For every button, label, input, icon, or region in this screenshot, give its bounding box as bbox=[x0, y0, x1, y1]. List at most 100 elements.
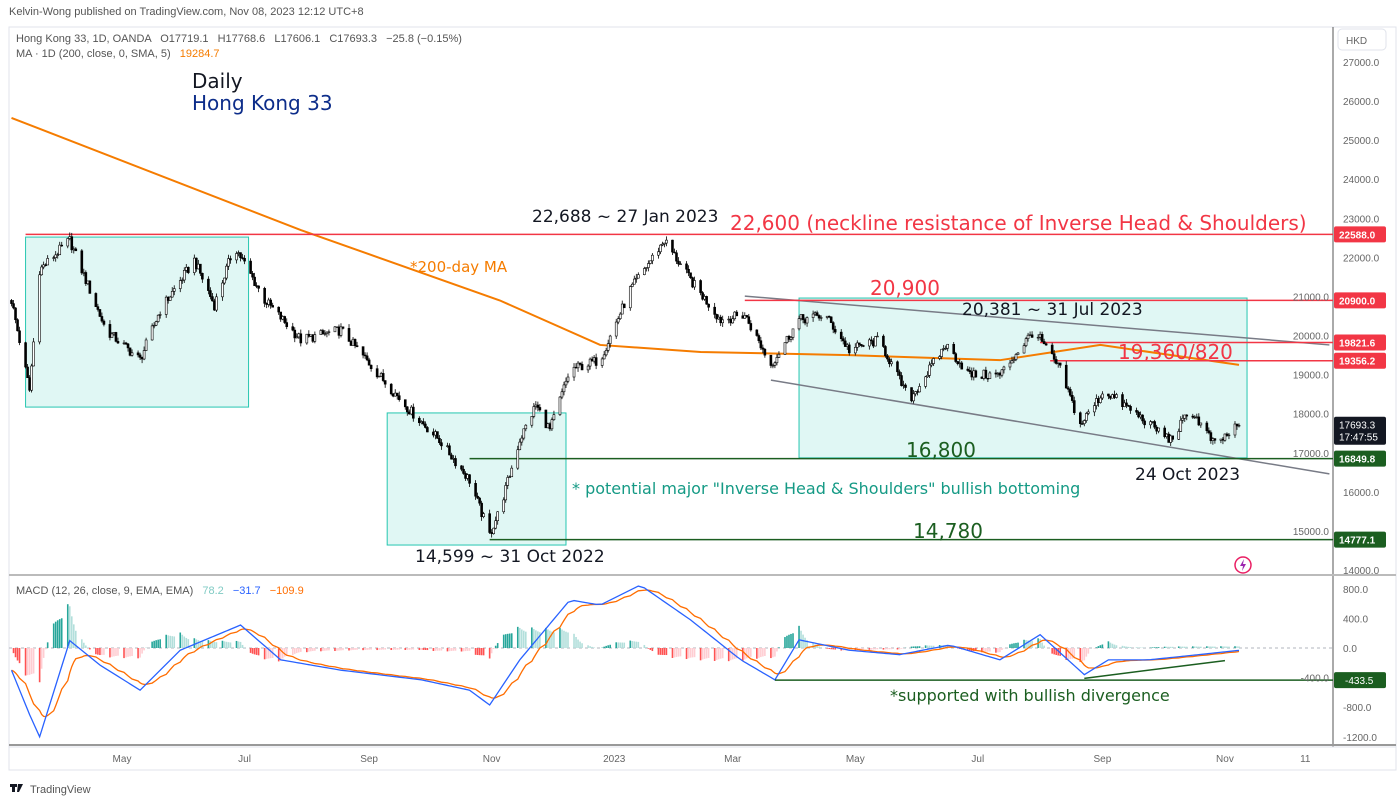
candle-body bbox=[293, 329, 297, 339]
macd-histogram-bar bbox=[476, 648, 479, 656]
macd-histogram-bar bbox=[591, 646, 593, 648]
macd-histogram-bar bbox=[735, 648, 738, 659]
macd-histogram-bar bbox=[603, 646, 605, 648]
macd-histogram-bar bbox=[567, 632, 569, 648]
candle-body bbox=[946, 343, 949, 349]
macd-tick-label: -1200.0 bbox=[1343, 733, 1377, 744]
candle bbox=[375, 365, 379, 379]
candle bbox=[898, 369, 901, 380]
macd-histogram-bar bbox=[151, 641, 153, 648]
candle bbox=[1233, 421, 1237, 438]
candle-body bbox=[761, 347, 765, 350]
macd-histogram-bar bbox=[663, 648, 666, 655]
candle bbox=[492, 527, 495, 535]
candle-body bbox=[630, 283, 634, 287]
candle-body bbox=[580, 364, 584, 371]
macd-histogram-bar bbox=[872, 648, 875, 650]
macd-histogram-bar bbox=[1179, 646, 1182, 648]
legend-ma[interactable]: MA · 1D (200, close, 0, SMA, 5) 19284.7 bbox=[16, 48, 220, 60]
macd-histogram-bar bbox=[504, 634, 507, 648]
candle bbox=[882, 334, 885, 348]
macd-histogram-bar bbox=[1097, 646, 1100, 648]
macd-histogram-bar bbox=[179, 632, 182, 648]
candle-body bbox=[28, 377, 31, 391]
candle-body bbox=[616, 318, 620, 323]
candle bbox=[721, 315, 724, 327]
macd-histogram-bar bbox=[201, 641, 204, 648]
macd-histogram-bar bbox=[52, 623, 55, 648]
highlight-box[interactable] bbox=[386, 412, 567, 546]
macd-histogram-bar bbox=[306, 648, 308, 653]
candle-body bbox=[731, 318, 735, 324]
candle bbox=[1093, 402, 1096, 417]
macd-histogram-bar bbox=[510, 633, 513, 648]
candle-body bbox=[691, 277, 694, 288]
candle-body bbox=[520, 437, 524, 443]
candle bbox=[277, 306, 281, 315]
candle bbox=[227, 254, 230, 271]
macd-histogram-bar bbox=[153, 640, 155, 648]
macd-histogram-bar bbox=[1011, 643, 1013, 648]
candle-body bbox=[60, 244, 64, 247]
candle bbox=[777, 351, 781, 358]
macd-histogram-bar bbox=[1055, 648, 1057, 656]
candle-body bbox=[566, 376, 570, 382]
macd-histogram-bar bbox=[209, 640, 212, 648]
macd-histogram-bar bbox=[890, 648, 893, 650]
candle-body bbox=[393, 392, 397, 397]
candle-body bbox=[80, 250, 84, 274]
candle-body bbox=[285, 322, 289, 328]
candle bbox=[930, 359, 933, 368]
candle-body bbox=[1185, 414, 1189, 417]
macd-histogram-bar bbox=[283, 648, 286, 657]
macd-level-badge bbox=[1334, 672, 1386, 689]
candle bbox=[918, 383, 921, 393]
candle bbox=[1111, 393, 1114, 399]
macd-histogram-bar bbox=[1059, 648, 1062, 656]
candle-body bbox=[100, 316, 104, 322]
candle-body bbox=[972, 370, 976, 378]
legend-macd[interactable]: MACD (12, 26, close, 9, EMA, EMA) 78.2 −… bbox=[16, 585, 304, 597]
candle-body bbox=[1040, 334, 1044, 342]
macd-histogram-bar bbox=[687, 648, 690, 659]
candle-body bbox=[72, 248, 76, 251]
candle-body bbox=[311, 334, 315, 342]
price-axis[interactable]: 27000.0 26000.0 25000.0 24000.0 23000.0 22000… bbox=[1293, 58, 1380, 744]
candle bbox=[253, 272, 256, 286]
channel-trendline[interactable] bbox=[744, 295, 1330, 346]
highlight-box[interactable] bbox=[25, 236, 250, 408]
macd-histogram-bar bbox=[125, 648, 127, 658]
macd-histogram-bar bbox=[406, 648, 409, 650]
divergence-trendline[interactable] bbox=[1084, 659, 1226, 680]
candle bbox=[381, 369, 385, 383]
candle bbox=[221, 280, 224, 301]
candle bbox=[30, 363, 33, 393]
candle-body bbox=[1135, 410, 1138, 413]
candle bbox=[293, 327, 297, 343]
candle bbox=[602, 351, 606, 360]
candle-body bbox=[490, 532, 493, 534]
candle bbox=[74, 247, 78, 252]
candle-body bbox=[860, 344, 863, 346]
macd-histogram-bar bbox=[647, 648, 650, 649]
macd-histogram-bar bbox=[860, 648, 863, 650]
macd-histogram-bar bbox=[334, 648, 336, 652]
candle-body bbox=[283, 316, 287, 323]
candle bbox=[102, 319, 106, 327]
macd-histogram-bar bbox=[432, 648, 435, 651]
macd-histogram-bar bbox=[370, 648, 372, 650]
currency-button[interactable] bbox=[1337, 28, 1387, 51]
candle bbox=[235, 251, 238, 264]
macd-histogram-bar bbox=[932, 645, 935, 648]
highlight-box[interactable] bbox=[798, 297, 1248, 459]
macd-histogram-bar bbox=[1200, 646, 1202, 648]
candle-body bbox=[197, 263, 200, 270]
candle-body bbox=[496, 511, 499, 521]
macd-histogram-bar bbox=[438, 648, 441, 651]
time-axis[interactable] bbox=[8, 746, 1397, 771]
macd-histogram-bar bbox=[1212, 646, 1214, 648]
candle bbox=[896, 360, 899, 376]
macd-histogram-bar bbox=[131, 648, 133, 656]
lightning-icon[interactable] bbox=[1234, 556, 1252, 574]
